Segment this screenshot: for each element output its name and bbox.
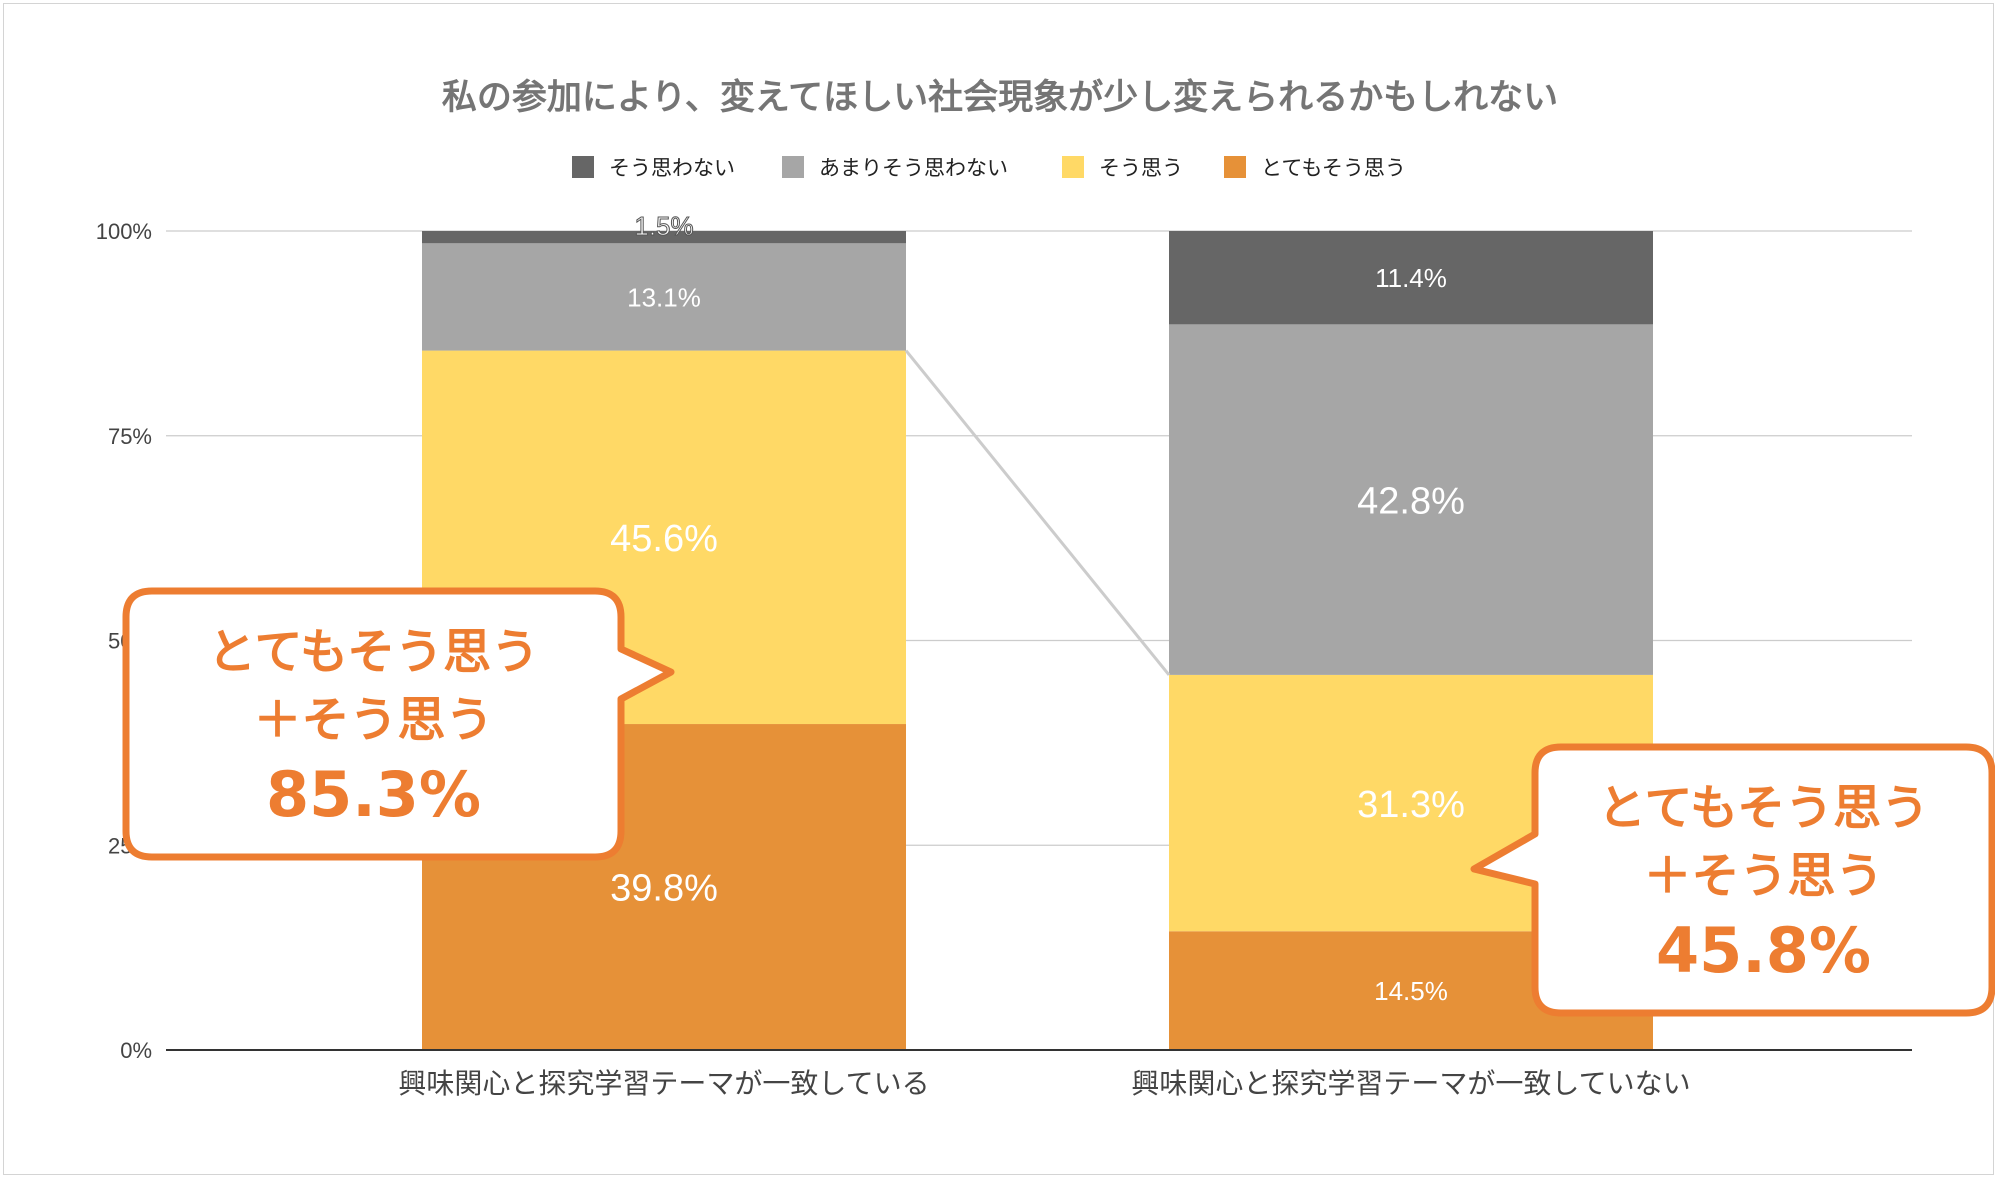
bar-segment [1169, 324, 1653, 675]
data-label: 1.5% [634, 211, 693, 241]
x-axis: 興味関心と探究学習テーマが一致している 興味関心と探究学習テーマが一致していない [166, 1049, 1912, 1100]
data-label: 45.6% [610, 518, 718, 560]
data-label: 14.5% [1374, 976, 1448, 1006]
legend-swatch [1062, 156, 1084, 178]
y-tick-label: 100% [96, 219, 152, 244]
legend-label: あまりそう思わない [819, 156, 1008, 180]
x-category-label: 興味関心と探究学習テーマが一致している [398, 1067, 929, 1100]
callout-bubble [122, 587, 675, 861]
callout-line2: ＋そう思う [253, 692, 493, 748]
legend-swatch [782, 156, 804, 178]
chart-title: 私の参加により、変えてほしい社会現象が少し変えられるかもしれない [442, 77, 1558, 118]
callout-value: 45.8% [1656, 914, 1871, 987]
bar-segment [422, 243, 906, 351]
legend-label: とてもそう思う [1261, 156, 1406, 180]
legend: そう思わない あまりそう思わない そう思う とてもそう思う [572, 156, 1406, 180]
segment-labels: 39.8% 45.6% 13.1% 1.5% 14.5% 31.3% 42.8% 11.4% [610, 211, 1465, 1006]
callout-line1: とてもそう思う [1598, 780, 1929, 836]
legend-label: そう思わない [609, 156, 735, 180]
connector-line [904, 349, 1171, 676]
callout-line2: ＋そう思う [1643, 848, 1883, 904]
callout-line1: とてもそう思う [208, 624, 539, 680]
x-category-label: 興味関心と探究学習テーマが一致していない [1131, 1067, 1690, 1100]
data-label: 39.8% [610, 868, 718, 910]
chart-frame: 私の参加により、変えてほしい社会現象が少し変えられるかもしれない そう思わない あ… [3, 3, 1995, 1175]
callouts: とてもそう思う ＋そう思う 85.3% とてもそう思う ＋そう思う 45.8% [122, 587, 1995, 1017]
y-tick-label: 0% [120, 1038, 152, 1063]
callout-value: 85.3% [266, 758, 481, 831]
bar-segment [1169, 231, 1653, 325]
legend-swatch [572, 156, 594, 178]
data-label: 42.8% [1357, 480, 1465, 522]
data-label: 31.3% [1357, 784, 1465, 826]
y-tick-label: 75% [108, 424, 152, 449]
callout-bubble [1470, 743, 1995, 1017]
data-label: 11.4% [1375, 263, 1447, 293]
callout: とてもそう思う ＋そう思う 85.3% [122, 587, 675, 861]
callout: とてもそう思う ＋そう思う 45.8% [1470, 743, 1995, 1017]
legend-swatch [1224, 156, 1246, 178]
bar-segment [422, 231, 906, 244]
data-label: 13.1% [627, 282, 701, 312]
legend-label: そう思う [1099, 156, 1183, 180]
connector [904, 349, 1171, 676]
stacked-bar-chart: 私の参加により、変えてほしい社会現象が少し変えられるかもしれない そう思わない あ… [96, 77, 1995, 1100]
